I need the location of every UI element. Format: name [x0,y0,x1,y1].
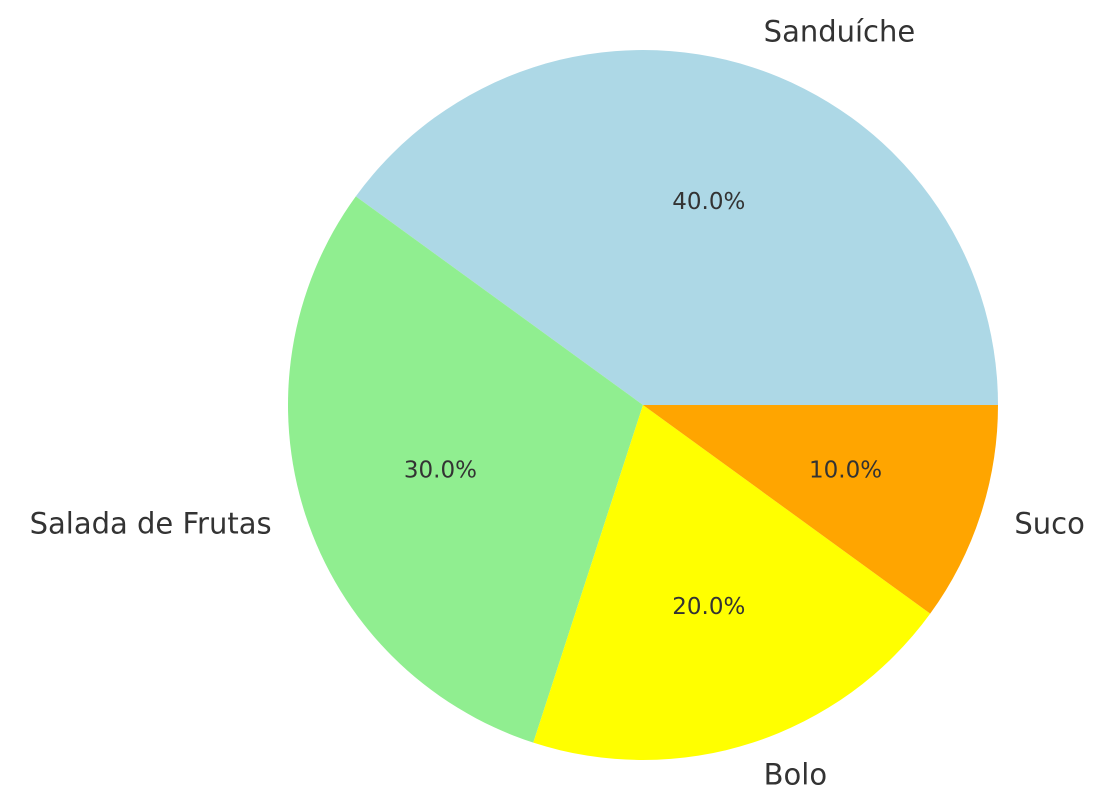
percent-label: 10.0% [809,457,882,483]
pie-slice [533,405,931,760]
slice-label: Salada de Frutas [30,507,272,541]
percent-label: 40.0% [672,189,745,215]
percent-label: 30.0% [404,457,477,483]
slice-label: Sanduíche [764,15,916,49]
pie-slice [355,50,999,405]
pie-slice [288,196,643,743]
percent-label: 20.0% [672,594,745,620]
slice-label: Bolo [764,757,827,790]
slice-label: Suco [1014,507,1084,541]
pie-slice [643,405,998,614]
